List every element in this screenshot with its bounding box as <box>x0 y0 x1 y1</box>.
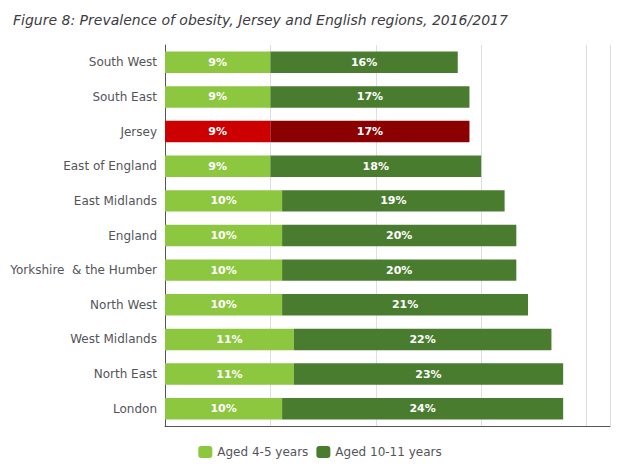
svg-text:11%: 11% <box>216 333 242 346</box>
svg-text:England: England <box>108 229 157 243</box>
svg-text:East Midlands: East Midlands <box>74 194 157 208</box>
svg-text:West Midlands: West Midlands <box>70 332 157 346</box>
svg-text:North West: North West <box>90 298 157 312</box>
svg-text:10%: 10% <box>210 229 236 242</box>
svg-text:South West: South West <box>89 55 157 69</box>
svg-text:10%: 10% <box>210 264 236 277</box>
svg-text:Aged 10-11 years: Aged 10-11 years <box>335 445 441 459</box>
svg-text:17%: 17% <box>357 90 383 103</box>
svg-text:11%: 11% <box>216 368 242 381</box>
svg-text:9%: 9% <box>208 56 227 69</box>
svg-text:North East: North East <box>94 367 158 381</box>
svg-text:10%: 10% <box>210 194 236 207</box>
svg-text:10%: 10% <box>210 298 236 311</box>
svg-text:20%: 20% <box>386 229 412 242</box>
svg-text:9%: 9% <box>208 160 227 173</box>
svg-text:9%: 9% <box>208 125 227 138</box>
svg-text:19%: 19% <box>380 194 406 207</box>
svg-text:Figure 8: Prevalence of obesit: Figure 8: Prevalence of obesity, Jersey … <box>13 12 508 28</box>
svg-text:23%: 23% <box>415 368 441 381</box>
svg-text:24%: 24% <box>409 402 435 415</box>
svg-text:22%: 22% <box>409 333 435 346</box>
svg-text:East of England: East of England <box>63 159 157 173</box>
svg-text:Jersey: Jersey <box>119 125 157 139</box>
svg-text:Aged 4-5 years: Aged 4-5 years <box>217 445 308 459</box>
svg-text:18%: 18% <box>363 160 389 173</box>
svg-text:21%: 21% <box>392 298 418 311</box>
svg-text:10%: 10% <box>210 402 236 415</box>
svg-text:20%: 20% <box>386 264 412 277</box>
svg-text:South East: South East <box>92 90 157 104</box>
svg-text:Yorkshire & the Humber: Yorkshire & the Humber <box>9 263 157 277</box>
svg-text:17%: 17% <box>357 125 383 138</box>
svg-text:London: London <box>113 402 157 416</box>
svg-text:16%: 16% <box>351 56 377 69</box>
svg-text:9%: 9% <box>208 90 227 103</box>
